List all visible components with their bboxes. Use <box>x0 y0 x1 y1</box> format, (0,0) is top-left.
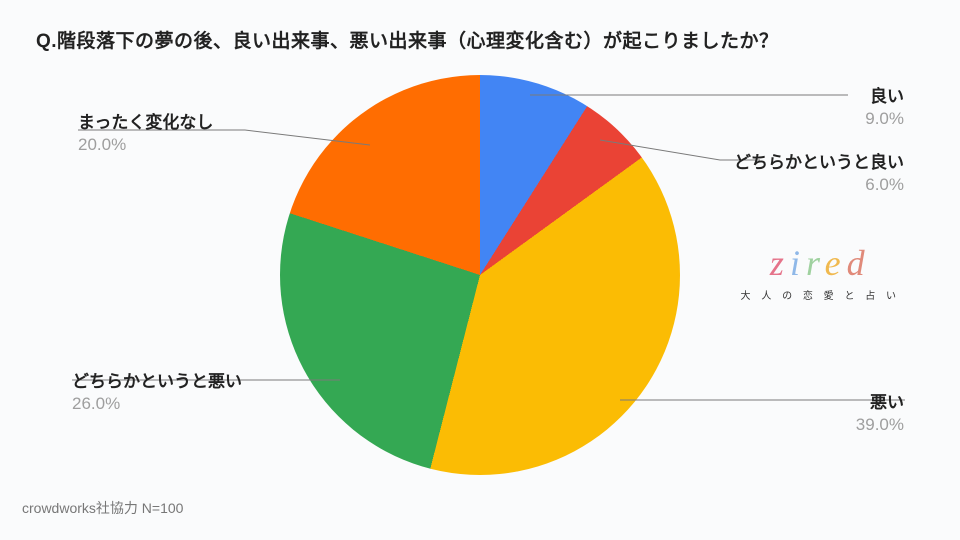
slice-label-bad: 悪い 39.0% <box>856 388 904 435</box>
slice-label-good: 良い 9.0% <box>865 82 904 129</box>
slice-name: どちらかというと良い <box>734 148 904 173</box>
slice-pct: 9.0% <box>865 109 904 129</box>
slice-label-no-change: まったく変化なし 20.0% <box>78 108 213 155</box>
brand-logo: zired 大 人 の 恋 愛 と 占 い <box>741 245 900 302</box>
slice-name: まったく変化なし <box>78 108 213 133</box>
slice-name: どちらかというと悪い <box>72 367 242 392</box>
slice-name: 悪い <box>856 388 904 413</box>
slice-pct: 6.0% <box>734 175 904 195</box>
footer-text: crowdworks社協力 N=100 <box>22 498 183 518</box>
pie-graphic <box>280 75 680 475</box>
pie-chart <box>280 75 680 475</box>
slice-pct: 20.0% <box>78 135 213 155</box>
slice-label-rather-bad: どちらかというと悪い 26.0% <box>72 367 242 414</box>
brand-logo-text: zired <box>741 245 900 281</box>
slice-pct: 39.0% <box>856 415 904 435</box>
slice-name: 良い <box>865 82 904 107</box>
slice-label-rather-good: どちらかというと良い 6.0% <box>734 148 904 195</box>
brand-tagline: 大 人 の 恋 愛 と 占 い <box>741 287 900 302</box>
slice-pct: 26.0% <box>72 394 242 414</box>
chart-title: Q.階段落下の夢の後、良い出来事、悪い出来事（心理変化含む）が起こりましたか？ <box>36 26 779 53</box>
